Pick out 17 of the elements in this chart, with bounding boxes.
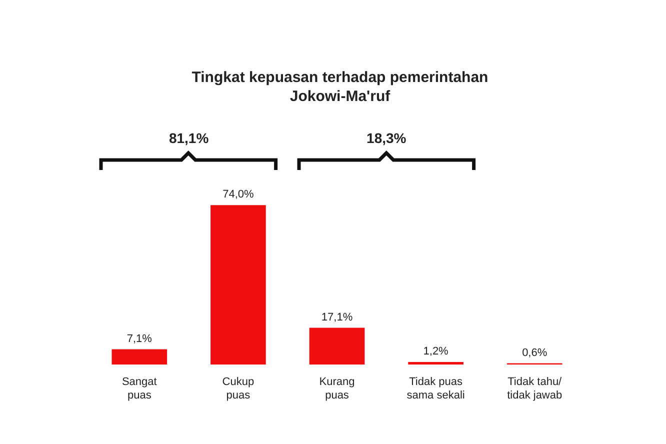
chart-title: Tingkat kepuasan terhadap pemerintahan Jokowi-Ma'ruf	[190, 68, 490, 106]
x-tick-label: Sangat puas	[122, 376, 157, 402]
x-tick-label: Cukup puas	[222, 376, 254, 402]
text: 18,3%	[366, 130, 406, 146]
data-label: 17,1%	[321, 311, 353, 324]
data-label: 0,6%	[522, 346, 548, 359]
bar	[210, 205, 266, 365]
bar	[408, 362, 464, 365]
x-tick-label: Tidak puas sama sekali	[406, 376, 465, 402]
x-tick-label: Kurang puas	[319, 376, 355, 402]
data-label: 7,1%	[126, 332, 152, 345]
x-tick-label: Tidak tahu/ tidak jawab	[507, 376, 563, 402]
data-label: 1,2%	[423, 346, 449, 358]
text: 81,1%	[168, 130, 209, 146]
data-label: 74,0%	[222, 188, 254, 201]
bar	[112, 349, 168, 365]
bar	[309, 328, 365, 365]
